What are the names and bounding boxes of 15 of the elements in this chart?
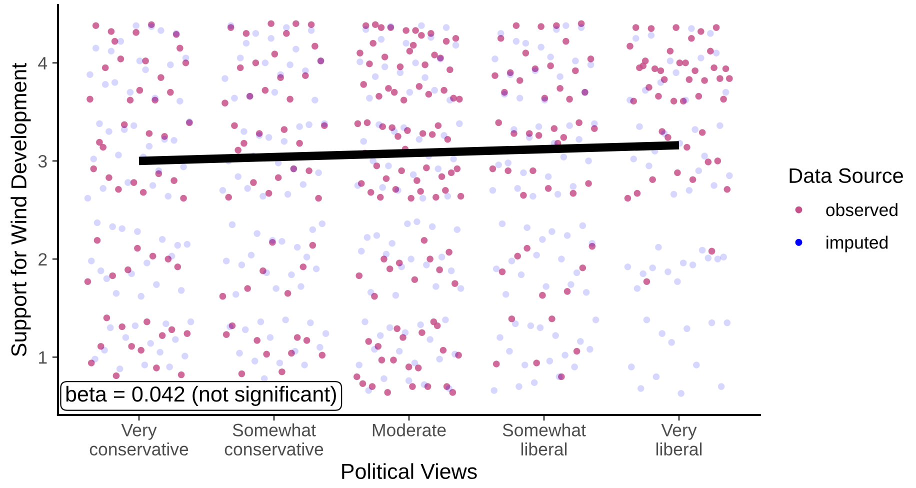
y-axis-title: Support for Wind Development	[10, 62, 31, 356]
x-tick-label: Very liberal	[656, 424, 702, 456]
x-tick-label: Somewhat conservative	[224, 423, 324, 456]
legend-label: observed	[826, 203, 898, 216]
legend-title: Data Source	[790, 168, 903, 184]
legend-label: imputed	[826, 236, 888, 252]
y-tick-label: 2	[38, 253, 47, 266]
x-tick-label: Very conservative	[90, 424, 188, 456]
x-axis-title: Political Views	[342, 463, 477, 480]
y-tick-label: 4	[38, 57, 48, 70]
x-tick-label: Moderate	[372, 423, 446, 436]
y-tick-label: 1	[39, 351, 47, 364]
x-tick-label: Somewhat liberal	[502, 423, 586, 456]
annotation: beta = 0.042 (not significant)	[66, 386, 336, 406]
y-tick-label: 3	[38, 154, 47, 168]
